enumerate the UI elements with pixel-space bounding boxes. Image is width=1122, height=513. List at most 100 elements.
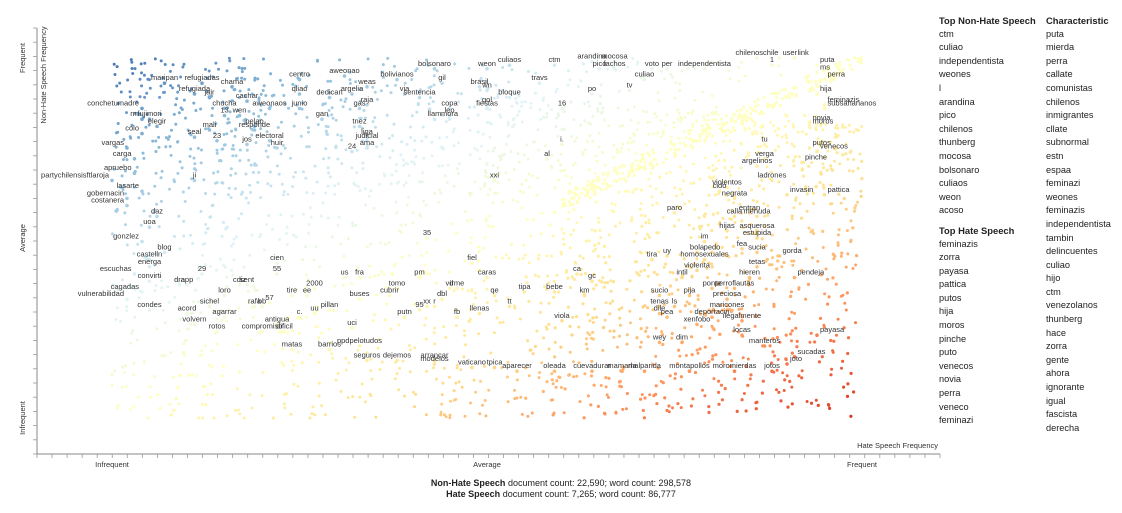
labeled-point[interactable] [627,88,632,93]
labeled-point[interactable] [207,304,212,309]
labeled-point[interactable] [687,293,692,298]
labeled-point[interactable] [575,272,579,276]
term-label[interactable]: gol [482,95,492,104]
term-label[interactable]: 57 [265,293,273,302]
labeled-point[interactable] [725,297,729,302]
term-label[interactable]: tu [761,134,767,143]
term-label[interactable]: conchetumadre [87,98,139,107]
term-label[interactable]: energa [138,257,162,266]
term-label[interactable]: liga [361,127,374,136]
labeled-point[interactable] [777,254,782,258]
term-label[interactable]: barrios [318,340,341,349]
labeled-point[interactable] [657,293,662,298]
term-label[interactable]: voto [645,59,659,68]
term-label[interactable]: pinche [805,152,827,161]
term-label[interactable]: sentencia [403,88,436,97]
term-label[interactable]: mali [203,120,217,129]
labeled-point[interactable] [395,77,399,82]
term-label[interactable]: antigua [265,314,290,323]
term-label[interactable]: oleada [543,361,566,370]
labeled-point[interactable] [822,77,827,82]
term-label[interactable]: calla [727,206,743,215]
term-label[interactable]: compromiso [242,322,283,331]
term-label[interactable]: perroflautas [715,278,755,287]
labeled-point[interactable] [147,225,152,229]
labeled-point[interactable] [762,157,767,161]
term-label[interactable]: rafa [248,296,262,305]
labeled-point[interactable] [582,293,587,298]
term-label[interactable]: copa [441,98,458,107]
term-label[interactable]: 2000 [306,278,323,287]
term-label[interactable]: tipa [518,282,531,291]
term-label[interactable]: cuevadurar [573,361,611,370]
term-label[interactable]: agarrar [212,307,237,316]
labeled-point[interactable] [432,362,437,366]
labeled-point[interactable] [815,92,819,96]
labeled-point[interactable] [425,304,429,309]
labeled-point[interactable] [125,146,129,150]
labeled-point[interactable] [552,290,557,294]
term-label[interactable]: vulnerabilidad [78,289,124,298]
labeled-point[interactable] [657,304,662,309]
labeled-point[interactable] [147,308,152,312]
term-label[interactable]: costanera [91,196,125,205]
term-label[interactable]: ee [303,286,311,295]
labeled-point[interactable] [590,92,594,96]
term-label[interactable]: user [783,48,798,57]
labeled-point[interactable] [770,178,774,183]
labeled-point[interactable] [560,142,564,147]
term-label[interactable]: jair [203,88,215,97]
term-label[interactable]: gobernacin [87,188,124,197]
term-label[interactable]: culiao [635,70,655,79]
labeled-point[interactable] [350,149,354,154]
term-label[interactable]: uy [663,246,671,255]
term-label[interactable]: lasarte [116,181,139,190]
term-label[interactable]: manteros [749,336,781,345]
labeled-point[interactable] [395,286,399,291]
labeled-point[interactable] [507,304,512,309]
term-label[interactable]: centro [289,70,310,79]
term-label[interactable]: carga [113,149,133,158]
term-label[interactable]: weas [357,77,376,86]
labeled-point[interactable] [470,261,474,266]
term-label[interactable]: fiel [467,253,477,262]
labeled-point[interactable] [402,315,407,320]
labeled-point[interactable] [680,340,684,345]
labeled-point[interactable] [822,193,827,197]
labeled-point[interactable] [432,304,437,309]
term-label[interactable]: sucio [651,286,669,295]
term-label[interactable]: aweonaos [252,98,286,107]
term-label[interactable]: sent [240,275,255,284]
labeled-point[interactable] [560,319,564,323]
labeled-point[interactable] [560,106,564,111]
term-label[interactable]: dejemos [383,350,412,359]
term-label[interactable]: matas [282,340,303,349]
term-label[interactable]: deportacin [694,307,729,316]
term-label[interactable]: pedo [704,242,721,251]
labeled-point[interactable] [297,77,302,82]
labeled-point[interactable] [732,286,737,291]
term-label[interactable]: tnez [352,116,366,125]
term-label[interactable]: 16 [558,98,566,107]
term-label[interactable]: irme [450,278,465,287]
term-label[interactable]: rotos [209,322,226,331]
labeled-point[interactable] [785,193,789,197]
term-label[interactable]: arandina [577,52,607,61]
term-label[interactable]: fra [355,268,365,277]
term-label[interactable]: ctm [548,55,560,64]
labeled-point[interactable] [237,283,242,287]
labeled-point[interactable] [485,275,489,280]
term-label[interactable]: tenas [650,296,669,305]
term-label[interactable]: junio [291,98,308,107]
labeled-point[interactable] [275,272,279,276]
term-label[interactable]: uu [310,304,318,313]
labeled-point[interactable] [207,95,212,100]
labeled-point[interactable] [140,239,144,244]
term-label[interactable]: hija [820,84,833,93]
term-label[interactable]: tomo [389,278,406,287]
term-label[interactable]: gas [353,98,365,107]
term-label[interactable]: c. [297,307,303,316]
term-label[interactable]: bb [258,296,266,305]
term-label[interactable]: acord [178,304,197,313]
term-label[interactable]: condes [137,300,161,309]
